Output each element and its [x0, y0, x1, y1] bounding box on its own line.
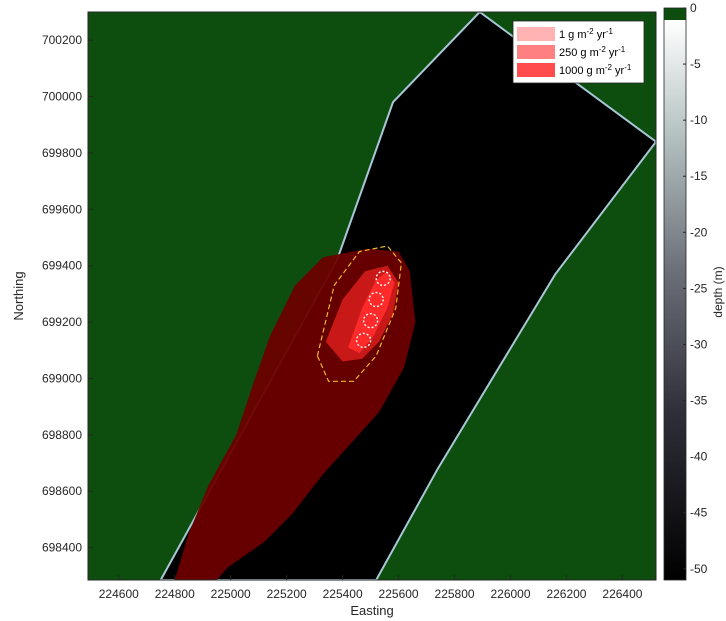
y-tick-label: 699600: [42, 202, 82, 216]
x-tick-label: 225600: [379, 587, 419, 601]
legend-swatch-3: [517, 63, 555, 77]
x-axis-label: Easting: [350, 603, 393, 618]
x-tick-label: 226400: [602, 587, 642, 601]
colorbar-land-segment: [664, 8, 686, 20]
colorbar-tick-label: -40: [690, 450, 708, 464]
colorbar-ticks: 0 -5 -10 -15 -20 -25 -30 -35 -40 -45 -50: [683, 1, 708, 576]
y-tick-label: 698800: [42, 428, 82, 442]
legend-swatch-2: [517, 45, 555, 59]
axes-frame: [87, 11, 657, 581]
x-tick-label: 226200: [546, 587, 586, 601]
y-axis-label: Northing: [11, 271, 26, 320]
legend-swatch-1: [517, 27, 555, 41]
y-tick-label: 700200: [42, 33, 82, 47]
x-tick-label: 225000: [211, 587, 251, 601]
legend-label-1: 1 g m-2 yr-1: [559, 27, 614, 41]
colorbar-tick-label: -45: [690, 506, 708, 520]
y-tick-label: 699800: [42, 146, 82, 160]
colorbar-tick-label: -50: [690, 562, 708, 576]
deposition-footprints: [174, 248, 416, 580]
plot-area: [87, 11, 657, 581]
x-axis-ticks: 224600 224800 225000 225200 225400 225600 2258…: [99, 575, 643, 601]
colorbar-tick-label: 0: [690, 1, 697, 15]
y-axis-ticks: 698400 698600 698800 699000 699200 699400 6996…: [42, 33, 93, 555]
legend-label-2: 250 g m-2 yr-1: [559, 45, 626, 59]
colorbar-tick-label: -30: [690, 337, 708, 351]
legend: 1 g m-2 yr-1 250 g m-2 yr-1 1000 g m-2 yr-…: [512, 20, 645, 84]
x-tick-label: 224800: [155, 587, 195, 601]
x-tick-label: 225800: [435, 587, 475, 601]
x-tick-label: 225200: [267, 587, 307, 601]
colorbar-tick-label: -5: [690, 57, 701, 71]
cage-marker-4: [355, 332, 372, 349]
cage-markers: [355, 270, 391, 349]
colorbar-tick-label: -20: [690, 225, 708, 239]
cage-marker-1: [375, 270, 391, 287]
cage-marker-2: [368, 291, 384, 308]
colorbar: 0 -5 -10 -15 -20 -25 -30 -35 -40 -45 -50 depth (m): [663, 1, 725, 581]
allowable-zone-boundary: [316, 245, 403, 382]
colorbar-label: depth (m): [711, 266, 725, 317]
x-tick-label: 224600: [99, 587, 139, 601]
y-tick-label: 698400: [42, 541, 82, 555]
colorbar-tick-label: -10: [690, 113, 708, 127]
y-tick-label: 698600: [42, 484, 82, 498]
colorbar-tick-label: -35: [690, 394, 708, 408]
y-tick-label: 699000: [42, 371, 82, 385]
colorbar-depth-gradient: [664, 20, 686, 580]
y-tick-label: 699400: [42, 259, 82, 273]
legend-label-3: 1000 g m-2 yr-1: [559, 63, 632, 77]
cage-marker-3: [362, 312, 379, 329]
colorbar-tick-label: -25: [690, 281, 708, 295]
y-tick-label: 699200: [42, 315, 82, 329]
colorbar-tick-label: -15: [690, 169, 708, 183]
x-tick-label: 226000: [490, 587, 530, 601]
y-tick-label: 700000: [42, 90, 82, 104]
footprint-3: [348, 271, 395, 354]
colorbar-frame: [663, 7, 687, 581]
x-tick-label: 225400: [323, 587, 363, 601]
